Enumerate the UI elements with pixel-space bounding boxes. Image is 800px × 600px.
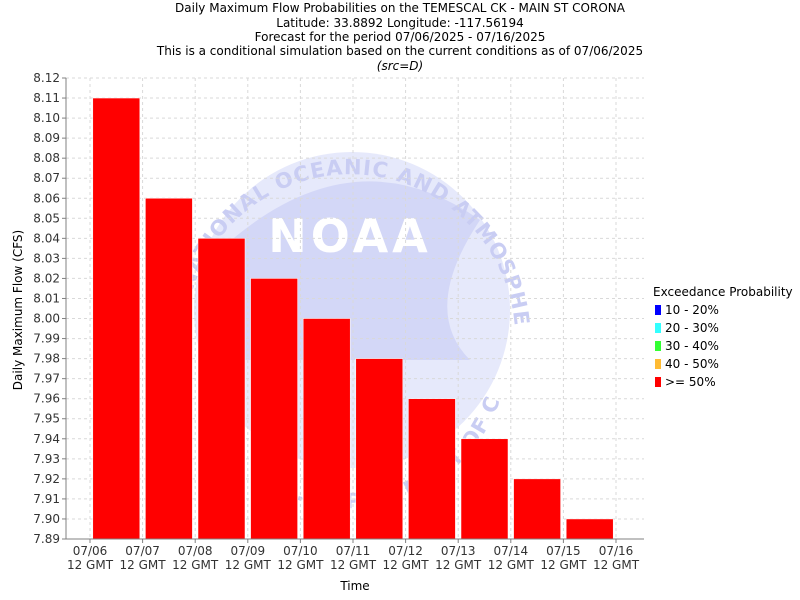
y-tick-label: 7.95 xyxy=(33,412,60,426)
x-tick-date: 07/16 xyxy=(599,544,634,558)
x-tick-hour: 12 GMT xyxy=(435,558,482,572)
x-tick-date: 07/09 xyxy=(231,544,266,558)
legend-label: 10 - 20% xyxy=(665,303,719,317)
y-tick-label: 7.99 xyxy=(33,332,60,346)
x-tick-date: 07/15 xyxy=(546,544,581,558)
x-tick-date: 07/06 xyxy=(73,544,108,558)
legend-label: 20 - 30% xyxy=(665,321,719,335)
y-tick-label: 8.11 xyxy=(33,91,60,105)
y-tick-label: 7.98 xyxy=(33,352,60,366)
watermark-logo-text: NOAA xyxy=(268,209,432,263)
x-tick-date: 07/12 xyxy=(388,544,423,558)
title-line-3: Forecast for the period 07/06/2025 - 07/… xyxy=(255,30,546,44)
x-tick-date: 07/13 xyxy=(441,544,476,558)
x-tick-hour: 12 GMT xyxy=(540,558,587,572)
bar xyxy=(460,438,509,540)
bar xyxy=(145,198,193,540)
x-tick-hour: 12 GMT xyxy=(225,558,272,572)
x-tick-hour: 12 GMT xyxy=(593,558,640,572)
x-tick-date: 07/14 xyxy=(494,544,529,558)
x-tick-hour: 12 GMT xyxy=(330,558,377,572)
x-tick-hour: 12 GMT xyxy=(383,558,430,572)
y-tick-label: 8.00 xyxy=(33,312,60,326)
x-tick-date: 07/10 xyxy=(283,544,318,558)
legend-swatch xyxy=(655,341,661,351)
y-tick-label: 7.93 xyxy=(33,452,60,466)
y-axis-label: Daily Maximum Flow (CFS) xyxy=(11,230,25,390)
y-tick-label: 8.06 xyxy=(33,191,60,205)
bar xyxy=(302,318,351,540)
y-tick-label: 8.12 xyxy=(33,71,60,85)
bar xyxy=(250,278,298,540)
bars xyxy=(92,97,614,540)
bar xyxy=(408,398,456,540)
y-tick-label: 7.92 xyxy=(33,472,60,486)
chart-subtitle: (src=D) xyxy=(377,59,423,73)
y-tick-label: 7.97 xyxy=(33,372,60,386)
title-line-1: Daily Maximum Flow Probabilities on the … xyxy=(175,1,626,15)
y-tick-label: 8.05 xyxy=(33,211,60,225)
x-tick-date: 07/07 xyxy=(125,544,160,558)
y-tick-label: 7.94 xyxy=(33,432,60,446)
x-tick-hour: 12 GMT xyxy=(277,558,324,572)
legend-swatch xyxy=(655,305,661,315)
y-tick-label: 8.03 xyxy=(33,251,60,265)
y-tick-label: 8.04 xyxy=(33,231,60,245)
x-tick-hour: 12 GMT xyxy=(120,558,167,572)
legend-swatch xyxy=(655,377,661,387)
legend-swatch xyxy=(655,359,661,369)
y-axis-ticks: 7.89 7.90 7.91 7.92 7.93 7.94 7.95 7.96 7.97 7.98… xyxy=(33,71,66,546)
x-tick-date: 07/08 xyxy=(178,544,213,558)
x-tick-date: 07/11 xyxy=(336,544,371,558)
y-tick-label: 8.09 xyxy=(33,131,60,145)
legend-title: Exceedance Probability xyxy=(653,285,793,299)
y-tick-label: 7.96 xyxy=(33,392,60,406)
chart-title: Daily Maximum Flow Probabilities on the … xyxy=(156,1,643,73)
y-tick-label: 7.91 xyxy=(33,492,60,506)
legend-swatch xyxy=(655,323,661,333)
axes xyxy=(65,78,644,540)
y-tick-label: 8.01 xyxy=(33,291,60,305)
bar xyxy=(355,358,404,540)
y-tick-label: 7.89 xyxy=(33,532,60,546)
y-tick-label: 8.10 xyxy=(33,111,60,125)
bar xyxy=(565,518,614,540)
title-line-4: This is a conditional simulation based o… xyxy=(156,44,643,58)
legend-label: >= 50% xyxy=(665,375,716,389)
legend-label: 40 - 50% xyxy=(665,357,719,371)
y-tick-label: 8.07 xyxy=(33,171,60,185)
x-tick-hour: 12 GMT xyxy=(67,558,114,572)
legend-label: 30 - 40% xyxy=(665,339,719,353)
title-line-2: Latitude: 33.8892 Longitude: -117.56194 xyxy=(276,16,523,30)
y-tick-label: 8.02 xyxy=(33,271,60,285)
y-tick-label: 7.90 xyxy=(33,512,60,526)
bar xyxy=(92,97,141,540)
bar xyxy=(513,478,561,540)
x-tick-hour: 12 GMT xyxy=(172,558,219,572)
x-tick-hour: 12 GMT xyxy=(488,558,535,572)
x-axis-label: Time xyxy=(339,579,369,593)
y-tick-label: 8.08 xyxy=(33,151,60,165)
bar xyxy=(197,238,246,540)
legend: Exceedance Probability 10 - 20% 20 - 30% 3… xyxy=(653,285,793,389)
